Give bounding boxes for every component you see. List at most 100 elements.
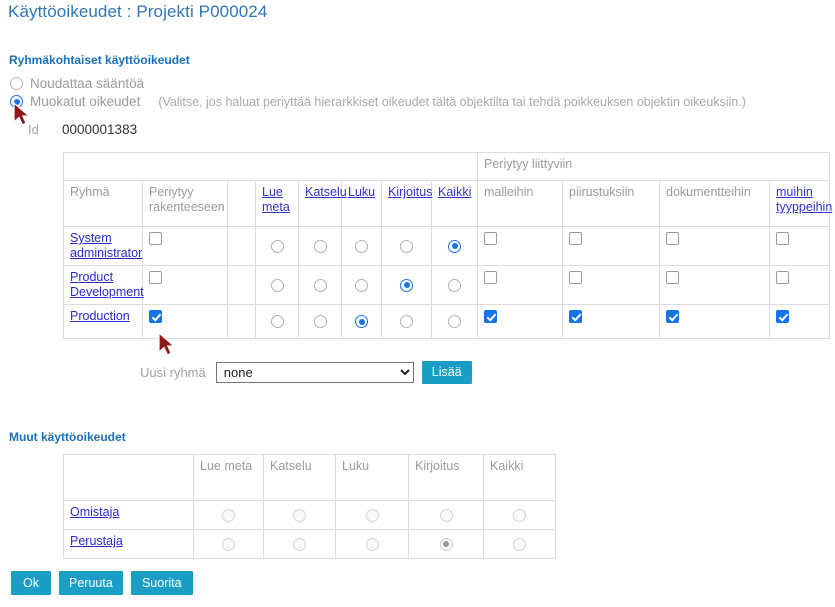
row-group-cell[interactable]: Product Development [63,265,144,305]
table-header-row: Lue meta Katselu Luku Kirjoitus Kaikki [63,454,556,501]
cell-lue-meta[interactable] [255,265,299,305]
row-group-cell[interactable]: Production [63,304,143,339]
cell-katselu[interactable] [298,265,342,305]
col-link-kaikki[interactable]: Kaikki [438,185,472,199]
cell-dokumentteihin[interactable] [659,226,770,266]
cell-muihin-tyyppeihin[interactable] [768,265,831,305]
add-group-button[interactable]: Lisää [421,361,472,384]
cell-piirustuksiin[interactable] [562,304,660,339]
radio-katselu[interactable] [313,315,327,329]
radio-kaikki[interactable] [448,315,461,329]
radio-katselu[interactable] [313,278,327,292]
col-header-kaikki[interactable]: Kaikki [431,180,478,227]
cell-lue-meta[interactable] [255,226,299,266]
checkbox-muihin-tyyppeihin[interactable] [776,232,789,246]
radio-luku [365,537,379,551]
group-permissions-table: Periytyy liittyviin Ryhmä Periytyy raken… [63,152,833,339]
col-header-katselu[interactable]: Katselu [298,180,347,227]
cell-muihin-tyyppeihin[interactable] [768,226,831,266]
radio-custom-rights[interactable] [10,95,23,108]
cell-kaikki[interactable] [431,265,478,305]
cell-katselu[interactable] [298,304,342,339]
col-link-katselu[interactable]: Katselu [305,185,347,199]
radio-kirjoitus[interactable] [400,278,413,292]
execute-button[interactable]: Suorita [130,571,193,595]
col-header-muihin-tyyppeihin[interactable]: muihin tyyppeihin [768,180,833,227]
col-link-kirjoitus[interactable]: Kirjoitus [388,185,433,199]
row-group-cell[interactable]: System administrator [63,226,143,266]
option-follow-rule[interactable]: Noudattaa sääntöä [10,76,144,91]
col-header-lue-meta[interactable]: Lue meta [255,180,299,227]
radio-katselu [293,508,306,522]
table-row: System administrator [63,226,831,266]
group-link-product-development[interactable]: Product Development [70,270,144,299]
cancel-button[interactable]: Peruuta [59,571,123,595]
checkbox-inherit-structure[interactable] [149,310,162,324]
cell-inherit-structure[interactable] [142,226,228,266]
cell-luku[interactable] [341,226,382,266]
radio-lue-meta[interactable] [270,278,284,292]
cell-kirjoitus[interactable] [381,226,432,266]
radio-luku[interactable] [355,239,368,253]
cell-kaikki[interactable] [431,304,478,339]
cell-lue-meta[interactable] [255,304,299,339]
checkbox-dokumentteihin[interactable] [666,271,679,285]
row-role-cell[interactable]: Perustaja [63,529,194,559]
group-link-system-administrator[interactable]: System administrator [70,231,143,260]
col-link-lue-meta[interactable]: Lue meta [262,185,290,214]
group-permissions-heading: Ryhmäkohtaiset käyttöoikeudet [9,53,190,67]
checkbox-inherit-structure[interactable] [149,232,162,246]
cell-inherit-structure[interactable] [142,304,228,339]
radio-kirjoitus[interactable] [400,315,413,329]
cell-katselu[interactable] [298,226,342,266]
cell-dokumentteihin[interactable] [659,265,770,305]
cell-piirustuksiin[interactable] [562,226,660,266]
checkbox-piirustuksiin[interactable] [569,310,582,324]
radio-kirjoitus[interactable] [400,239,413,253]
cell-kirjoitus[interactable] [381,265,432,305]
cell-malleihin[interactable] [477,304,563,339]
radio-lue-meta[interactable] [270,239,284,253]
cell-luku[interactable] [341,265,382,305]
cell-inherit-structure[interactable] [142,265,228,305]
radio-luku[interactable] [355,315,368,329]
cell-lue-meta [193,529,264,559]
checkbox-dokumentteihin[interactable] [666,232,679,246]
cell-piirustuksiin[interactable] [562,265,660,305]
checkbox-malleihin[interactable] [484,232,497,246]
radio-kaikki[interactable] [448,239,461,253]
col-header-kirjoitus[interactable]: Kirjoitus [381,180,433,227]
checkbox-piirustuksiin[interactable] [569,232,582,246]
radio-katselu[interactable] [313,239,327,253]
cell-malleihin[interactable] [477,265,563,305]
checkbox-malleihin[interactable] [484,310,497,324]
checkbox-piirustuksiin[interactable] [569,271,582,285]
col-link-luku[interactable]: Luku [348,185,376,199]
cell-luku[interactable] [341,304,382,339]
checkbox-malleihin[interactable] [484,271,497,285]
checkbox-inherit-structure[interactable] [149,271,162,285]
checkbox-muihin-tyyppeihin[interactable] [776,310,789,324]
radio-lue-meta[interactable] [270,315,284,329]
cell-dokumentteihin[interactable] [659,304,770,339]
new-group-select[interactable]: none [215,362,414,383]
cell-muihin-tyyppeihin[interactable] [768,304,831,339]
footer-buttons: Ok Peruuta Suorita [11,571,193,595]
checkbox-dokumentteihin[interactable] [666,310,679,324]
cell-kaikki[interactable] [431,226,478,266]
option-custom-rights[interactable]: Muokatut oikeudet (Valitse, jos haluat p… [10,94,746,109]
group-link-production[interactable]: Production [70,309,130,323]
row-role-cell[interactable]: Omistaja [63,500,194,530]
col-link-muihin-tyyppeihin[interactable]: muihin tyyppeihin [776,185,833,214]
role-link-omistaja[interactable]: Omistaja [70,505,120,519]
radio-luku[interactable] [355,278,368,292]
ok-button[interactable]: Ok [11,571,51,595]
radio-kaikki[interactable] [448,278,461,292]
role-link-perustaja[interactable]: Perustaja [70,534,123,548]
cell-malleihin[interactable] [477,226,563,266]
cell-kaikki [483,500,556,530]
col-header-luku[interactable]: Luku [341,180,382,227]
radio-follow-rule[interactable] [10,77,23,90]
cell-kirjoitus[interactable] [381,304,432,339]
checkbox-muihin-tyyppeihin[interactable] [776,271,789,285]
